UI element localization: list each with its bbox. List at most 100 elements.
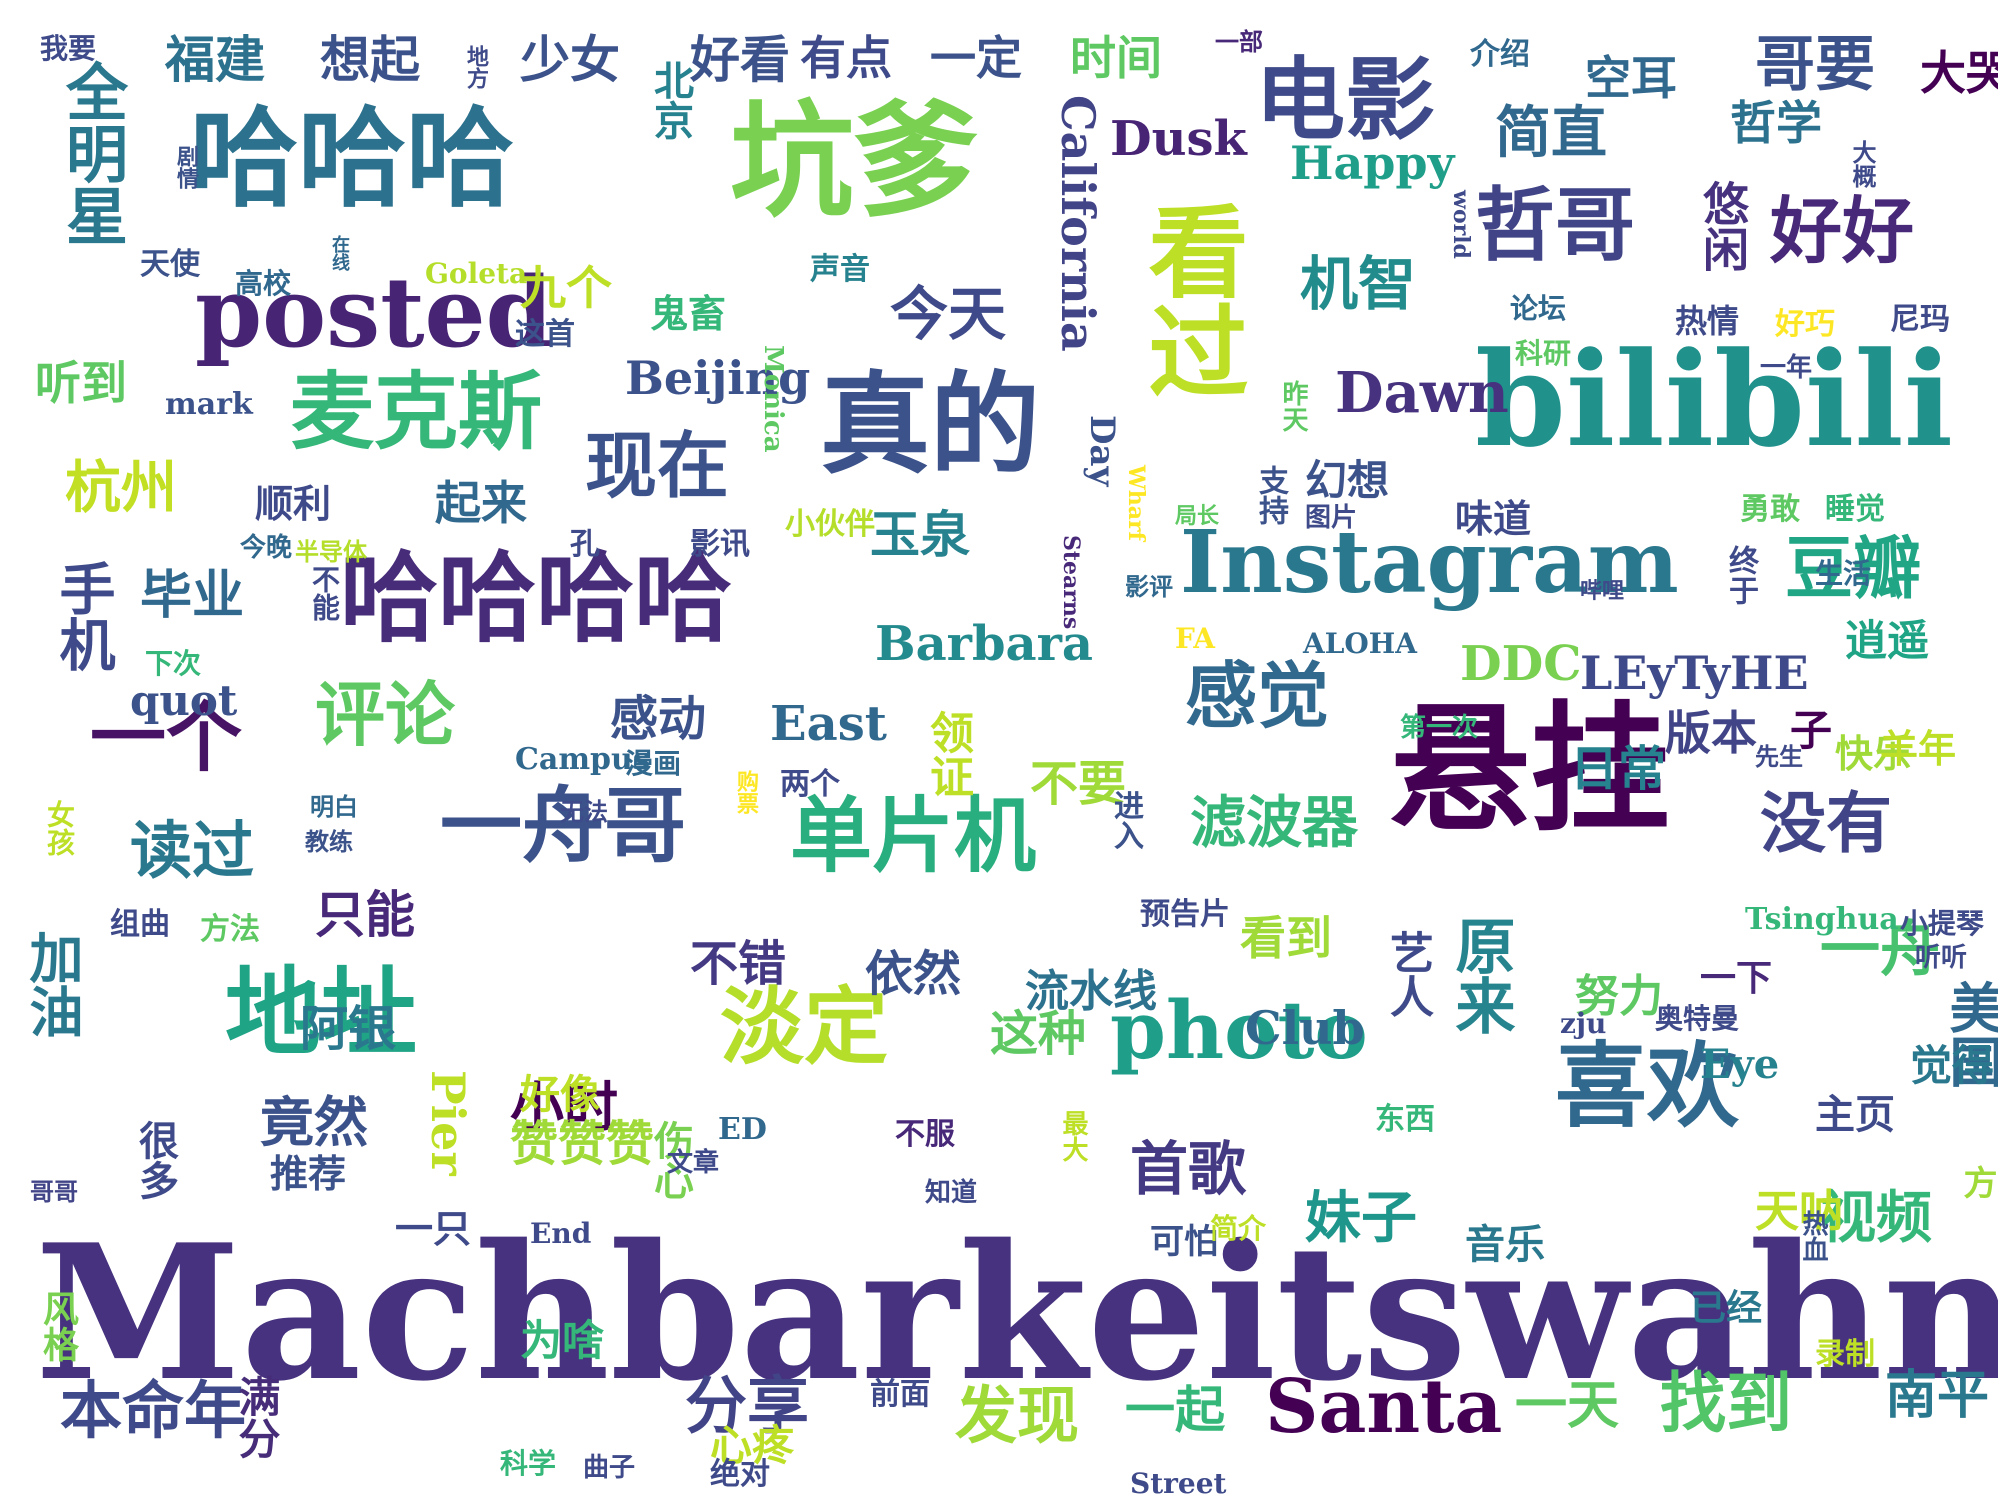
word-cloud-word: 推荐 bbox=[270, 1151, 347, 1196]
word-cloud-word: 哈哈哈 bbox=[190, 96, 515, 222]
word-cloud-word: 购票 bbox=[733, 770, 759, 814]
word-cloud-word: 好巧 bbox=[1775, 307, 1835, 342]
word-cloud-word: 豆瓣 bbox=[1785, 529, 1922, 609]
word-cloud-word: 机智 bbox=[1300, 250, 1417, 318]
word-cloud-word: 本命年 bbox=[60, 1374, 247, 1447]
word-cloud-word: posted bbox=[195, 256, 553, 369]
word-cloud-word: 不能 bbox=[308, 565, 341, 621]
word-cloud-word: 一天 bbox=[1515, 1375, 1620, 1436]
word-cloud-word: 预告片 bbox=[1140, 897, 1230, 932]
word-cloud-word: 北京 bbox=[647, 60, 694, 140]
word-cloud-word: 一部 bbox=[1215, 27, 1263, 56]
word-cloud-word: Eye bbox=[1700, 1041, 1780, 1088]
word-cloud-word: 感动 bbox=[610, 691, 707, 747]
word-cloud-word: 依然 bbox=[865, 946, 962, 1002]
word-cloud-word: 明白 bbox=[310, 792, 358, 821]
word-cloud-word: Instagram bbox=[1180, 512, 1679, 613]
word-cloud-word: 科学 bbox=[500, 1447, 557, 1480]
word-cloud-word: 好好 bbox=[1770, 188, 1915, 273]
word-cloud-word: 小伙伴 bbox=[785, 507, 875, 542]
word-cloud-word: Santa bbox=[1265, 1364, 1503, 1450]
word-cloud-word: 起来 bbox=[435, 476, 527, 530]
word-cloud-word: Campus bbox=[515, 742, 650, 777]
word-cloud-word: 一下 bbox=[1700, 957, 1773, 999]
word-cloud-word: 看到 bbox=[1240, 911, 1332, 965]
word-cloud-word: 哈哈哈哈 bbox=[340, 541, 733, 656]
word-cloud-word: 简介 bbox=[1210, 1212, 1267, 1245]
word-cloud-word: 主页 bbox=[1815, 1091, 1895, 1138]
word-cloud-word: 原来 bbox=[1445, 915, 1515, 1035]
word-cloud-word: 听到 bbox=[35, 356, 127, 410]
word-cloud-word: 录制 bbox=[1815, 1337, 1875, 1372]
word-cloud-word: 九个 bbox=[520, 261, 612, 315]
word-cloud-word: 勇敢 bbox=[1740, 492, 1800, 527]
word-cloud-word: 文章 bbox=[667, 1148, 720, 1178]
word-cloud-word: 一舟哥 bbox=[440, 778, 687, 874]
word-cloud-word: 不要 bbox=[1030, 756, 1127, 812]
word-cloud-word: 一舟 bbox=[1820, 915, 1940, 985]
word-cloud-word: 先生 bbox=[1755, 742, 1803, 771]
word-cloud-word: 已经 bbox=[1690, 1287, 1763, 1329]
word-cloud-word: 热血 bbox=[1798, 1210, 1828, 1262]
word-cloud-word: 昨天 bbox=[1278, 380, 1308, 432]
word-cloud-word: 努力 bbox=[1575, 971, 1663, 1022]
word-cloud-word: 教练 bbox=[305, 827, 353, 856]
word-cloud-word: 可怕 bbox=[1150, 1222, 1218, 1262]
word-cloud-word: quot bbox=[130, 676, 238, 725]
word-cloud-word: 这首 bbox=[515, 317, 575, 352]
word-cloud-word: 艺人 bbox=[1382, 930, 1433, 1018]
word-cloud-word: world bbox=[1448, 190, 1474, 259]
word-cloud-word: ALOHA bbox=[1303, 627, 1417, 660]
word-cloud-word: 南平 bbox=[1885, 1365, 1990, 1426]
word-cloud-word: 逍遥 bbox=[1845, 616, 1930, 665]
word-cloud-word: 没有 bbox=[1760, 784, 1892, 862]
word-cloud-word: 科研 bbox=[1515, 337, 1572, 370]
word-cloud-word: 滤波器 bbox=[1190, 790, 1358, 856]
word-cloud-word: 孔 bbox=[570, 527, 600, 562]
word-cloud-word: Tsinghua bbox=[1745, 902, 1899, 937]
word-cloud-word: 玉泉 bbox=[870, 505, 970, 564]
word-cloud-word: 今晚 bbox=[240, 533, 293, 563]
word-cloud-word: 一个 bbox=[90, 693, 242, 782]
word-cloud-word: 半导体 bbox=[295, 537, 367, 566]
word-cloud-word: 前面 bbox=[870, 1377, 930, 1412]
word-cloud-word: 坑爹 bbox=[730, 89, 979, 234]
word-cloud-word: 东西 bbox=[1375, 1102, 1435, 1137]
word-cloud-word: 组曲 bbox=[110, 907, 170, 942]
word-cloud-word: 最大 bbox=[1058, 1110, 1088, 1162]
word-cloud-word: Club bbox=[1245, 1001, 1365, 1055]
word-cloud-word: 高校 bbox=[235, 267, 292, 300]
word-cloud-word: 大概 bbox=[1848, 140, 1877, 188]
word-cloud-word: photo bbox=[1110, 983, 1368, 1077]
word-cloud-word: 局长 bbox=[1175, 503, 1220, 529]
word-cloud-word: 羊年 bbox=[1880, 726, 1957, 771]
word-cloud-word: 全明星 bbox=[55, 60, 128, 246]
word-cloud-word: 喜欢 bbox=[1555, 1032, 1740, 1140]
word-cloud-word: 奥特曼 bbox=[1655, 1002, 1740, 1035]
word-cloud-word: 论坛 bbox=[1510, 292, 1567, 325]
word-cloud-word: 快乐 bbox=[1835, 731, 1912, 776]
word-cloud-word: 影评 bbox=[1125, 572, 1173, 601]
word-cloud-word: 为啥 bbox=[520, 1316, 605, 1365]
word-cloud-word: LEyTyHE bbox=[1580, 646, 1809, 700]
word-cloud-word: 一只 bbox=[395, 1206, 472, 1251]
word-cloud-word: 小时 bbox=[510, 1075, 618, 1139]
word-cloud-word: 赞赞赞 bbox=[510, 1116, 655, 1172]
word-cloud-word: 知道 bbox=[925, 1178, 978, 1208]
word-cloud-word: 麦克斯 bbox=[290, 362, 543, 461]
word-cloud-word: Machbarkeitswahn bbox=[35, 1203, 1998, 1422]
word-cloud-word: 竟然 bbox=[260, 1090, 368, 1154]
word-cloud-word: 一起 bbox=[1125, 1380, 1225, 1439]
word-cloud-word: 淡定 bbox=[720, 977, 889, 1076]
word-cloud-word: 视频 bbox=[1820, 1185, 1932, 1251]
word-cloud-word: Goleta bbox=[425, 257, 528, 290]
word-cloud-word: 现在 bbox=[585, 423, 730, 508]
word-cloud-word: 少女 bbox=[520, 30, 620, 89]
word-cloud-word: Dawn bbox=[1335, 360, 1509, 426]
word-cloud-word: 感觉 bbox=[1185, 653, 1330, 738]
word-cloud-word: 顺利 bbox=[255, 481, 332, 526]
word-cloud-word: 影讯 bbox=[690, 527, 750, 562]
word-cloud-word: 天使 bbox=[140, 247, 200, 282]
word-cloud-word: 电影 bbox=[1255, 47, 1435, 153]
word-cloud-word: 天呐 bbox=[1755, 1186, 1843, 1237]
